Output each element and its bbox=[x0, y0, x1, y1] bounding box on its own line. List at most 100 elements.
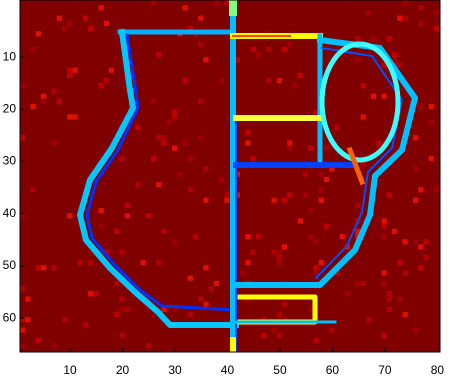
noise-pixel bbox=[125, 307, 130, 312]
noise-pixel bbox=[361, 114, 366, 119]
noise-pixel bbox=[418, 5, 423, 10]
noise-pixel bbox=[324, 224, 329, 229]
noise-pixel bbox=[429, 120, 434, 125]
noise-pixel bbox=[287, 140, 292, 145]
noise-pixel bbox=[397, 16, 402, 21]
noise-pixel bbox=[224, 198, 229, 203]
noise-pixel bbox=[413, 135, 418, 140]
noise-pixel bbox=[340, 234, 345, 239]
x-tick-label: 40 bbox=[221, 363, 235, 377]
noise-pixel bbox=[382, 270, 387, 275]
x-tick-label: 80 bbox=[431, 363, 445, 377]
noise-pixel bbox=[319, 187, 324, 192]
noise-pixel bbox=[418, 21, 423, 26]
noise-pixel bbox=[245, 130, 250, 135]
noise-pixel bbox=[403, 270, 408, 275]
noise-pixel bbox=[277, 260, 282, 265]
noise-pixel bbox=[177, 172, 182, 177]
noise-pixel bbox=[156, 260, 161, 265]
noise-pixel bbox=[429, 156, 434, 161]
noise-pixel bbox=[303, 192, 308, 197]
x-tick-label: 10 bbox=[63, 363, 77, 377]
noise-pixel bbox=[41, 94, 46, 99]
noise-pixel bbox=[25, 296, 30, 301]
x-tick-label: 70 bbox=[378, 363, 392, 377]
noise-pixel bbox=[62, 26, 67, 31]
noise-pixel bbox=[172, 239, 177, 244]
noise-pixel bbox=[99, 224, 104, 229]
noise-pixel bbox=[319, 198, 324, 203]
noise-pixel bbox=[266, 78, 271, 83]
noise-pixel bbox=[156, 52, 161, 57]
noise-pixel bbox=[292, 83, 297, 88]
noise-pixel bbox=[114, 229, 119, 234]
noise-pixel bbox=[120, 307, 125, 312]
noise-pixel bbox=[104, 21, 109, 26]
noise-pixel bbox=[203, 302, 208, 307]
noise-pixel bbox=[434, 26, 439, 31]
noise-pixel bbox=[324, 146, 329, 151]
noise-pixel bbox=[156, 182, 161, 187]
image-plot bbox=[20, 0, 440, 352]
noise-pixel bbox=[188, 156, 193, 161]
noise-pixel bbox=[245, 260, 250, 265]
noise-pixel bbox=[41, 99, 46, 104]
noise-pixel bbox=[30, 104, 35, 109]
noise-pixel bbox=[172, 109, 177, 114]
noise-pixel bbox=[172, 146, 177, 151]
noise-pixel bbox=[261, 333, 266, 338]
noise-pixel bbox=[355, 281, 360, 286]
noise-pixel bbox=[277, 78, 282, 83]
noise-pixel bbox=[172, 114, 177, 119]
noise-pixel bbox=[93, 291, 98, 296]
noise-pixel bbox=[272, 328, 277, 333]
noise-pixel bbox=[387, 291, 392, 296]
noise-pixel bbox=[198, 16, 203, 21]
noise-pixel bbox=[392, 52, 397, 57]
noise-pixel bbox=[120, 250, 125, 255]
noise-pixel bbox=[313, 338, 318, 343]
noise-pixel bbox=[120, 296, 125, 301]
noise-pixel bbox=[188, 187, 193, 192]
noise-pixel bbox=[308, 146, 313, 151]
noise-pixel bbox=[397, 62, 402, 67]
noise-pixel bbox=[88, 260, 93, 265]
noise-pixel bbox=[240, 270, 245, 275]
noise-pixel bbox=[387, 296, 392, 301]
noise-pixel bbox=[277, 333, 282, 338]
noise-pixel bbox=[20, 343, 25, 348]
noise-pixel bbox=[382, 234, 387, 239]
noise-pixel bbox=[397, 296, 402, 301]
noise-pixel bbox=[182, 5, 187, 10]
noise-pixel bbox=[277, 255, 282, 260]
noise-pixel bbox=[256, 234, 261, 239]
noise-pixel bbox=[251, 250, 256, 255]
y-tick-label: 20 bbox=[3, 102, 17, 116]
y-tick-label: 10 bbox=[3, 49, 17, 63]
noise-pixel bbox=[198, 135, 203, 140]
noise-pixel bbox=[313, 265, 318, 270]
noise-pixel bbox=[203, 198, 208, 203]
x-tick-label: 30 bbox=[168, 363, 182, 377]
noise-pixel bbox=[104, 78, 109, 83]
noise-pixel bbox=[99, 5, 104, 10]
noise-pixel bbox=[434, 187, 439, 192]
noise-pixel bbox=[287, 146, 292, 151]
noise-pixel bbox=[413, 239, 418, 244]
noise-pixel bbox=[114, 312, 119, 317]
noise-pixel bbox=[224, 192, 229, 197]
noise-pixel bbox=[151, 99, 156, 104]
noise-pixel bbox=[413, 198, 418, 203]
noise-pixel bbox=[418, 104, 423, 109]
noise-pixel bbox=[282, 302, 287, 307]
noise-pixel bbox=[182, 78, 187, 83]
noise-pixel bbox=[403, 312, 408, 317]
noise-pixel bbox=[423, 239, 428, 244]
x-tick-label: 20 bbox=[116, 363, 130, 377]
noise-pixel bbox=[392, 229, 397, 234]
noise-pixel bbox=[161, 229, 166, 234]
noise-pixel bbox=[224, 0, 229, 5]
noise-pixel bbox=[298, 73, 303, 78]
noise-pixel bbox=[371, 36, 376, 41]
noise-pixel bbox=[361, 83, 366, 88]
